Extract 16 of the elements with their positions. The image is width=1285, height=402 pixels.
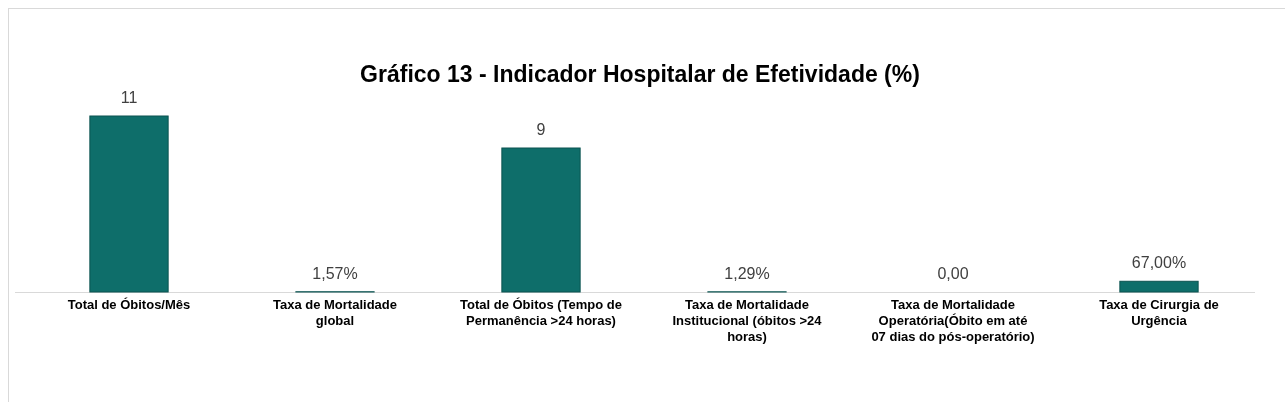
data-label: 1,29% — [724, 264, 770, 282]
bar — [501, 147, 581, 293]
data-label: 11 — [120, 89, 138, 106]
bar — [1119, 280, 1199, 293]
x-tick-label: Taxa de Mortalidade global — [272, 297, 398, 328]
x-tick-label: Taxa de Mortalidade Operatória(Óbito em até 07 dias do pós-operatório) — [871, 297, 1035, 344]
x-tick-label: Taxa de Cirurgia de Urgência — [1099, 297, 1219, 328]
data-label: 67,00% — [1131, 254, 1187, 272]
data-label: 0,00 — [937, 265, 969, 282]
x-tick-label: Total de Óbitos/Mês — [67, 297, 191, 312]
x-tick-label: Taxa de Mortalidade Institucional (óbitos >24 horas) — [672, 297, 823, 344]
data-label: 1,57% — [312, 264, 358, 282]
bar — [89, 115, 169, 293]
data-label: 9 — [536, 121, 546, 138]
x-tick-label: Total de Óbitos (Tempo de Permanência >24 horas) — [459, 297, 623, 328]
chart-title: Gráfico 13 - Indicador Hospitalar de Efetividade (%) — [360, 61, 920, 87]
